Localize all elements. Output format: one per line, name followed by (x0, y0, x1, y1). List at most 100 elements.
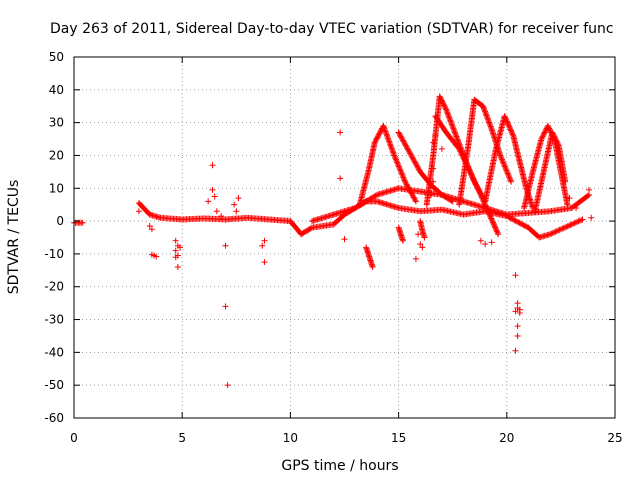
data-point (211, 193, 218, 200)
data-point (480, 104, 487, 111)
data-point (443, 107, 450, 114)
data-point (383, 131, 390, 138)
data-point (561, 224, 568, 231)
data-point (489, 218, 496, 225)
data-point (473, 182, 480, 189)
data-point (261, 259, 268, 266)
data-point (522, 223, 529, 230)
data-point (403, 143, 410, 150)
data-point (512, 217, 519, 224)
data-point (478, 193, 485, 200)
data-point (553, 138, 560, 145)
data-point (540, 132, 547, 139)
data-point (576, 217, 583, 224)
data-point (405, 147, 412, 154)
data-point (395, 163, 402, 170)
data-point (445, 113, 452, 120)
data-point (395, 162, 402, 169)
data-point (507, 177, 514, 184)
data-point (588, 214, 595, 221)
data-point (491, 222, 498, 229)
data-point (453, 134, 460, 141)
data-point (369, 264, 376, 271)
data-point (485, 116, 492, 123)
data-point (375, 133, 382, 140)
data-point (492, 224, 499, 231)
data-point (407, 189, 414, 196)
y-tick-label: 30 (49, 116, 64, 130)
data-point (555, 227, 562, 234)
data-point (384, 132, 391, 139)
data-point (409, 191, 416, 198)
data-point (504, 119, 511, 126)
data-point (572, 219, 579, 226)
data-point (410, 157, 417, 164)
data-point (562, 178, 569, 185)
data-point (405, 185, 412, 192)
data-point (490, 220, 497, 227)
data-point (410, 155, 417, 162)
data-point (441, 102, 448, 109)
data-point (567, 221, 574, 228)
data-point (479, 103, 486, 110)
data-point (506, 174, 513, 181)
data-point (512, 347, 519, 354)
data-point (177, 244, 184, 251)
data-point (402, 180, 409, 187)
data-point (399, 237, 406, 244)
data-point (135, 208, 142, 215)
data-point (387, 142, 394, 149)
data-point (148, 226, 155, 233)
data-point (412, 197, 419, 204)
x-tick-label: 20 (499, 431, 514, 445)
data-point (383, 129, 390, 136)
data-point (503, 166, 510, 173)
data-point (545, 124, 552, 131)
data-point (514, 323, 521, 330)
data-point (374, 134, 381, 141)
data-point (483, 204, 490, 211)
data-point (472, 181, 479, 188)
data-point (578, 217, 585, 224)
data-point (520, 221, 527, 228)
data-point (438, 97, 445, 104)
y-tick-label: 50 (49, 50, 64, 64)
data-point (337, 175, 344, 182)
y-tick-label: 10 (49, 181, 64, 195)
data-point (488, 124, 495, 131)
data-point (460, 153, 467, 160)
data-point (390, 151, 397, 158)
data-point (218, 213, 225, 220)
data-point (209, 186, 216, 193)
data-point (467, 168, 474, 175)
y-tick-label: -10 (44, 247, 64, 261)
data-point (451, 128, 458, 135)
data-point (476, 189, 483, 196)
data-point (557, 226, 564, 233)
data-point (409, 154, 416, 161)
data-point (538, 136, 545, 143)
data-point (575, 218, 582, 225)
data-point (261, 237, 268, 244)
data-point (428, 191, 435, 198)
data-point (415, 166, 422, 173)
data-point (402, 178, 409, 185)
data-point (505, 173, 512, 180)
data-point (384, 134, 391, 141)
data-point (474, 185, 481, 192)
data-point (388, 145, 395, 152)
data-point (401, 139, 408, 146)
data-point (499, 156, 506, 163)
data-point (517, 220, 524, 227)
data-point (417, 241, 424, 248)
data-point (407, 150, 414, 157)
data-point (553, 228, 560, 235)
data-point (495, 231, 502, 238)
data-point (470, 175, 477, 182)
data-point (438, 96, 445, 103)
data-point (457, 148, 464, 155)
data-point (172, 237, 179, 244)
data-point (551, 133, 558, 140)
data-point (553, 137, 560, 144)
data-point (403, 181, 410, 188)
